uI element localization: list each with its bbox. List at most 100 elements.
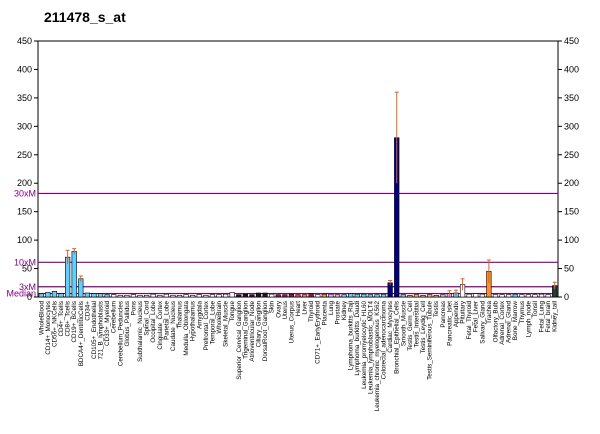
bar <box>117 294 123 298</box>
category-label: Atrioventricular_Node <box>249 301 256 362</box>
category-label: Adrenal_Gland <box>506 301 513 344</box>
bar <box>545 294 551 298</box>
reference-line-label: 10xM <box>14 257 36 267</box>
bar <box>209 294 216 298</box>
category-label: CD71+_EarlyErythroid <box>315 301 322 364</box>
category-label: Pituitary <box>460 300 467 324</box>
category-label: Amygdala <box>196 301 203 329</box>
category-label: Olfactory_Bulb <box>492 301 499 343</box>
bar <box>203 294 209 298</box>
bar <box>183 294 189 298</box>
y-tick-label-left: 100 <box>17 235 32 245</box>
bar <box>249 294 255 298</box>
bar <box>420 294 426 298</box>
category-label: Fetal_Liver <box>473 301 480 332</box>
y-tick-label-right: 100 <box>564 235 579 245</box>
bar <box>407 294 413 298</box>
category-labels: WholeBlood CD14+_Monocytes CD56+_NKCells CD… <box>38 300 558 411</box>
bar <box>262 292 268 298</box>
category-label: BDCA4+_DentriticCells <box>78 301 85 366</box>
category-label: Fetal_Lung <box>539 301 546 333</box>
bar <box>137 294 143 298</box>
reference-line-label: 30xM <box>14 188 36 198</box>
bar <box>328 293 334 298</box>
category-label: DorsalRoot_Ganglion <box>262 301 269 362</box>
category-label: CD33+_Myeloid <box>104 301 111 346</box>
category-label: Pancreas <box>440 301 447 328</box>
bar <box>190 294 196 298</box>
bar <box>269 293 275 298</box>
category-label: 721_B_lymphoblasts <box>98 301 105 359</box>
bar <box>222 293 229 298</box>
bar <box>170 294 176 298</box>
y-tick-label-right: 450 <box>564 36 579 46</box>
category-label: CD8+_Tcells <box>65 301 72 337</box>
bar <box>51 291 58 298</box>
bar <box>525 294 531 298</box>
plot-frame <box>37 40 559 298</box>
bar <box>196 294 202 298</box>
bar <box>301 294 308 298</box>
category-label: Leukemia_lymphoblastic_MOLT4 <box>367 301 374 394</box>
category-label: CD19+_BCells <box>71 301 78 342</box>
category-label: Lung <box>328 301 335 316</box>
y-tick-label-left: 400 <box>17 64 32 74</box>
category-label: Smooth_Muscle <box>400 301 407 347</box>
category-label: Testis <box>433 301 440 317</box>
category-label: Testis_Seminiferous_Tubule <box>427 301 434 380</box>
bar <box>380 293 387 298</box>
bar <box>104 294 110 298</box>
bar <box>315 294 321 298</box>
bar <box>433 294 439 298</box>
category-label: Skin <box>269 301 276 314</box>
reference-line-label: Median <box>6 289 36 299</box>
category-label: CD4+_Tcells <box>58 301 65 337</box>
bar <box>492 294 499 298</box>
y-tick-label-right: 350 <box>564 93 579 103</box>
bar <box>71 251 77 298</box>
category-label: Testis_Germ_Cell <box>407 301 414 351</box>
category-label: CD34+ <box>84 301 91 321</box>
bar <box>124 294 130 298</box>
category-label: Bronchial_Epithelial_Cells <box>394 301 401 374</box>
category-label: Testis_Leydig_Cell <box>420 301 427 354</box>
y-tick-label-right: 0 <box>564 292 569 302</box>
bar <box>111 294 117 298</box>
bar <box>282 294 288 298</box>
bar <box>506 294 512 298</box>
category-label: Prefrontal_Cortex <box>203 300 210 350</box>
category-label: Fetal_brain <box>545 301 552 333</box>
category-label: Cerebellum_Peduncles <box>117 301 124 366</box>
bar <box>91 293 97 298</box>
category-label: Parietal_Lobe <box>163 301 170 340</box>
bar <box>216 294 222 298</box>
bar <box>532 294 538 298</box>
bar <box>163 293 169 298</box>
bars <box>38 137 558 298</box>
category-label: Leukemia_promyelocytic_HL60 <box>361 301 368 389</box>
category-label: Subthalamic_Nucleus <box>137 301 144 362</box>
category-label: Colorectal_adenocarcinoma <box>381 301 388 380</box>
bar <box>400 294 406 298</box>
category-label: Trigeminal_Ganglion <box>242 301 249 359</box>
bar <box>38 293 44 298</box>
category-label: Ciliary_Ganglion <box>256 301 263 348</box>
y-tick-label-left: 300 <box>17 121 32 131</box>
bar <box>97 293 104 298</box>
category-label: Occipital_Lobe <box>150 301 157 343</box>
y-tick-label-left: 250 <box>17 150 32 160</box>
y-tick-label-right: 200 <box>564 178 579 188</box>
category-label: Cingulate_Cortex <box>157 300 164 350</box>
category-label: Superior_Cervical_Ganglion <box>236 301 243 380</box>
category-label: Skeletal_Muscle <box>223 301 230 347</box>
bar <box>45 292 51 298</box>
category-label: Pons <box>130 301 137 315</box>
bar <box>519 294 525 298</box>
y-tick-label-left: 0 <box>27 292 32 302</box>
bar <box>236 294 242 298</box>
category-label: Thalamus <box>177 301 184 329</box>
bar <box>473 293 479 298</box>
category-label: WholeBlood <box>38 301 45 335</box>
bar <box>479 293 485 298</box>
category-label: Tongue <box>229 301 236 322</box>
